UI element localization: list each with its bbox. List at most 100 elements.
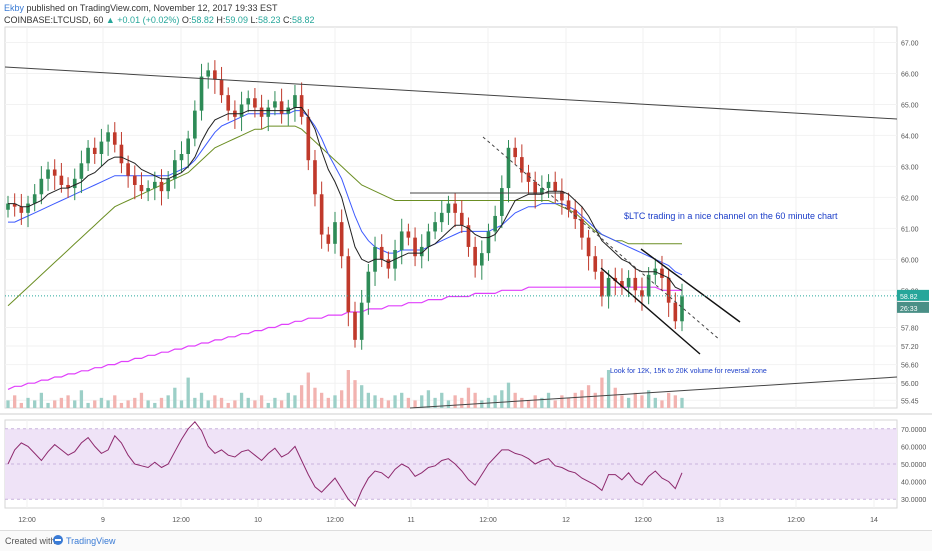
candle xyxy=(386,251,391,279)
candle-body xyxy=(546,181,551,189)
author-link[interactable]: Ekby xyxy=(4,3,25,13)
candle-body xyxy=(173,160,177,179)
candle-body xyxy=(106,132,110,142)
volume-bar xyxy=(113,395,117,408)
x-tick-label: 12:00 xyxy=(634,517,652,524)
volume-bar xyxy=(173,387,177,408)
volume-bar xyxy=(573,392,577,408)
x-tick-label: 12:00 xyxy=(326,517,344,524)
volume-bar xyxy=(600,377,604,408)
candle-body xyxy=(613,277,618,281)
candle xyxy=(306,109,311,171)
candle-body xyxy=(560,191,564,201)
candle xyxy=(446,195,451,225)
candle xyxy=(366,263,371,315)
candle xyxy=(173,149,177,189)
volume-bar xyxy=(453,395,457,408)
publish-info: published on TradingView.com, November 1… xyxy=(26,3,278,13)
candle-body xyxy=(259,107,264,117)
x-tick-label: 12:00 xyxy=(787,517,805,524)
high-label: H: xyxy=(216,15,226,25)
candle xyxy=(673,292,678,330)
candle xyxy=(266,99,271,132)
volume-bar xyxy=(393,395,397,408)
candle xyxy=(506,140,511,203)
candle-body xyxy=(513,147,517,158)
created-with-label: Created with xyxy=(5,536,56,546)
candle xyxy=(279,88,284,124)
candle xyxy=(186,130,190,169)
candle xyxy=(206,62,211,89)
candle xyxy=(433,211,437,240)
volume-bar xyxy=(560,395,564,408)
volume-bar xyxy=(126,400,130,408)
open-value: 58.82 xyxy=(191,15,214,25)
y-tick-label: 55.45 xyxy=(901,398,919,405)
candle-body xyxy=(279,101,284,114)
candle-body xyxy=(273,101,277,108)
x-tick-label: 12:00 xyxy=(479,517,497,524)
candle xyxy=(419,234,424,269)
x-tick-label: 9 xyxy=(101,517,105,524)
candle xyxy=(346,248,351,327)
candle-body xyxy=(586,237,591,257)
candle xyxy=(333,211,337,254)
candle xyxy=(146,180,150,202)
candle xyxy=(299,82,304,125)
candle xyxy=(72,168,77,201)
candle xyxy=(586,229,591,271)
candle-body xyxy=(159,181,164,192)
volume-bar xyxy=(386,400,391,408)
volume-bar xyxy=(500,390,504,408)
volume-bar xyxy=(473,392,477,408)
volume-bar xyxy=(340,390,344,408)
candle xyxy=(6,195,10,218)
candle xyxy=(406,223,411,246)
candle-body xyxy=(6,203,10,210)
candle-body xyxy=(419,246,424,257)
volume-bar xyxy=(433,397,437,408)
candle-body xyxy=(152,181,157,189)
candle xyxy=(640,277,644,311)
volume-bar xyxy=(19,402,23,408)
y-tick-label: 56.00 xyxy=(901,381,919,388)
y-tick-label: 66.00 xyxy=(901,71,919,78)
candle xyxy=(520,144,524,183)
candle xyxy=(166,171,170,199)
price-chart[interactable]: 12:00 9 12:00 10 12:00 11 12:00 12 12:00 13 12:00 1… xyxy=(0,0,932,530)
volume-bar xyxy=(653,397,657,408)
candle-body xyxy=(486,231,491,254)
candle xyxy=(540,175,544,203)
candle xyxy=(439,200,444,233)
volume-bar xyxy=(553,400,557,408)
candle-body xyxy=(79,163,84,179)
trendline-dashed xyxy=(482,136,721,341)
tradingview-brand[interactable]: TradingView xyxy=(66,536,116,546)
candle-body xyxy=(299,95,304,117)
candle-body xyxy=(479,253,484,266)
candle-body xyxy=(680,296,684,322)
volume-bar xyxy=(406,397,411,408)
candle xyxy=(620,268,624,295)
volume-bar xyxy=(213,395,217,408)
candle-body xyxy=(253,98,257,108)
candle-body xyxy=(466,225,471,247)
annotation-volume: Look for 12K, 15K to 20K volume for reve… xyxy=(610,368,767,375)
candle xyxy=(580,206,584,250)
candle-body xyxy=(520,157,524,173)
candle-body xyxy=(426,231,431,247)
volume-bar xyxy=(206,400,210,408)
volume-bar xyxy=(86,402,90,408)
volume-bar xyxy=(233,400,237,408)
open-label: O: xyxy=(181,15,192,25)
candle xyxy=(546,174,551,198)
volume-bar xyxy=(39,392,44,408)
volume-bar xyxy=(193,397,197,408)
y-tick-label: 56.60 xyxy=(901,363,919,370)
candle-body xyxy=(473,246,477,266)
candle-body xyxy=(433,222,437,232)
volume-bar xyxy=(646,390,651,408)
candle xyxy=(259,94,264,129)
candle xyxy=(46,161,50,191)
candle-body xyxy=(573,209,578,220)
